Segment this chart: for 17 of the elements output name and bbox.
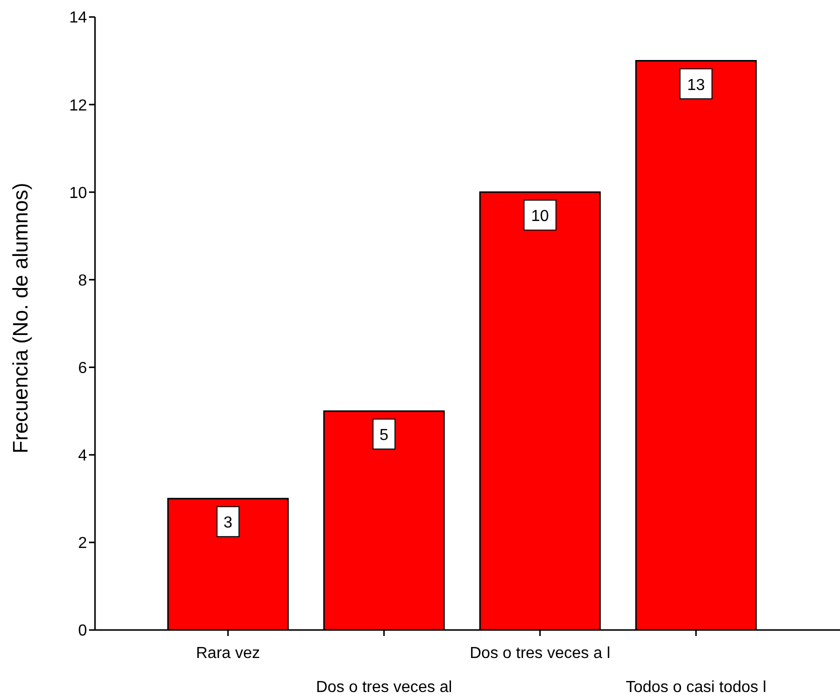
data-label: 13 [687, 76, 705, 94]
y-tick-label: 8 [78, 272, 88, 290]
data-label: 10 [531, 208, 549, 226]
y-tick-label: 4 [78, 448, 88, 465]
x-tick-label: Todos o casi todos l [626, 679, 766, 696]
y-tick-label: 6 [78, 360, 88, 377]
y-tick-label: 10 [69, 184, 88, 202]
x-tick-label: Dos o tres veces a l [470, 645, 610, 662]
x-tick-label: Rara vez [196, 645, 260, 662]
data-label: 5 [380, 427, 389, 444]
data-label: 3 [224, 514, 233, 532]
y-tick-label: 12 [69, 97, 88, 114]
y-tick-label: 2 [78, 535, 88, 552]
y-tick-label: 0 [78, 622, 88, 640]
y-tick-label: 14 [69, 10, 88, 27]
y-axis-title: Frecuencia (No. de alumnos) [9, 182, 32, 454]
x-tick-label: Dos o tres veces al [316, 679, 452, 696]
